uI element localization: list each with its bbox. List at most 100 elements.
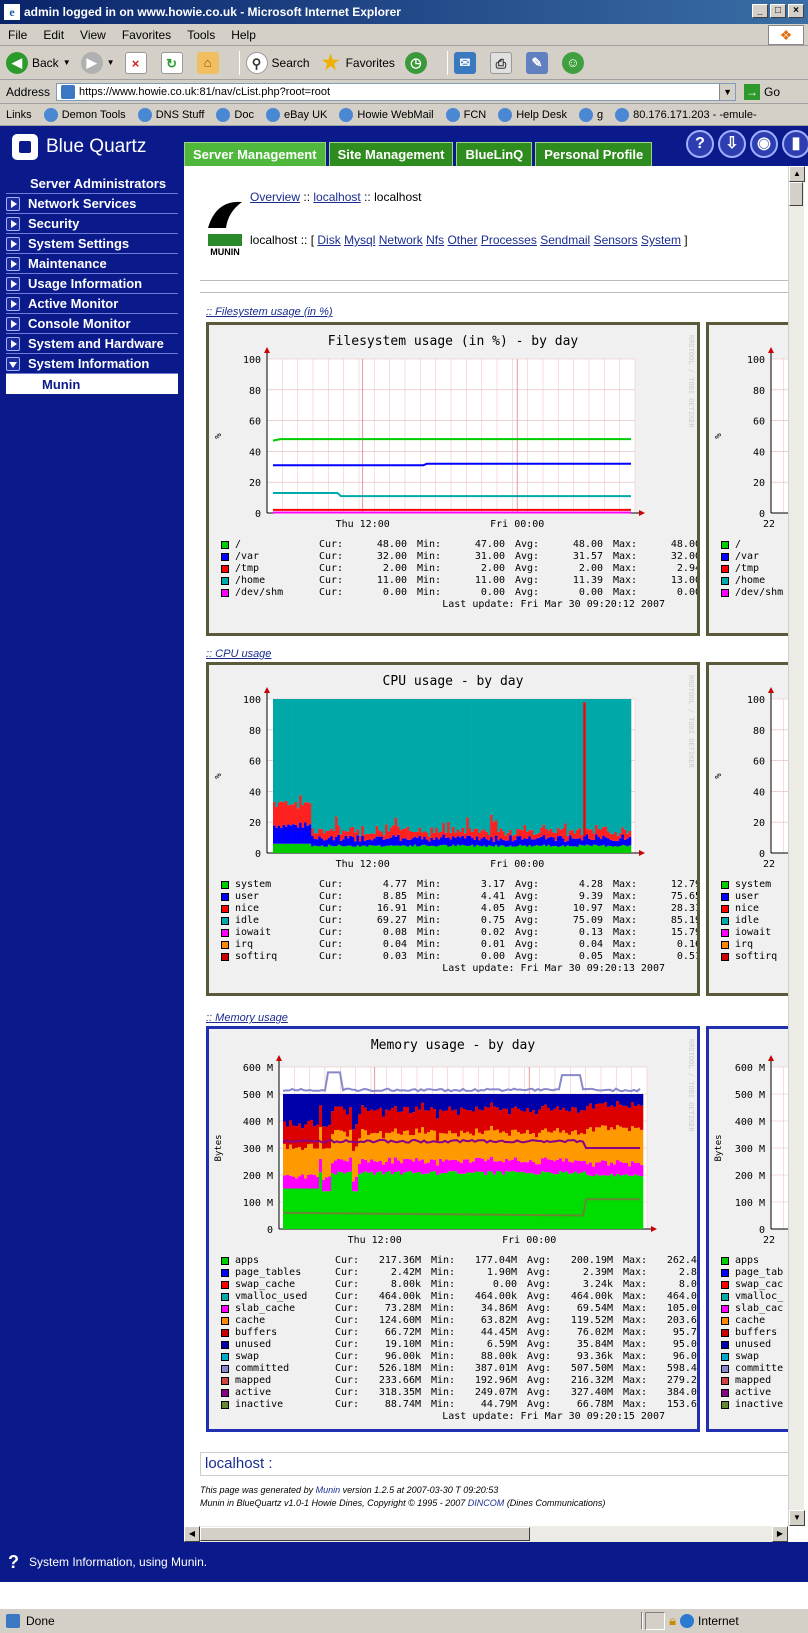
section-title-filesystem[interactable]: :: Filesystem usage (in %) <box>206 306 333 318</box>
sidebar-item-munin[interactable]: Munin <box>6 374 178 394</box>
sidebar-item-security[interactable]: Security <box>6 214 178 234</box>
section-link[interactable]: :: CPU usage <box>206 648 272 660</box>
sidebar-item-console-monitor[interactable]: Console Monitor <box>6 314 178 334</box>
section-link[interactable]: :: Memory usage <box>206 1012 288 1024</box>
category-sensors[interactable]: Sensors <box>593 233 638 247</box>
legend-stat-label: Max: <box>623 1267 648 1278</box>
menu-favorites[interactable]: Favorites <box>121 27 172 42</box>
legend-row: unused <box>719 1339 783 1351</box>
link-item[interactable]: 80.176.171.203 - -emule- <box>615 107 757 122</box>
sidebar-item-usage-information[interactable]: Usage Information <box>6 274 178 294</box>
favorites-button[interactable]: ★ Favorites <box>320 52 395 74</box>
search-button[interactable]: ⚲ Search <box>245 51 310 74</box>
section-link[interactable]: :: Filesystem usage (in %) <box>206 306 333 318</box>
status-text: Done <box>26 1614 55 1628</box>
back-button[interactable]: ◀ Back ▼ <box>6 51 71 74</box>
link-item[interactable]: DNS Stuff <box>137 107 204 122</box>
print-button[interactable]: ⎙ <box>489 51 516 74</box>
legend-swatch <box>721 893 729 901</box>
edit-button[interactable]: ✎ <box>525 51 552 74</box>
sidebar-item-maintenance[interactable]: Maintenance <box>6 254 178 274</box>
home-button[interactable]: ⌂ <box>196 51 223 74</box>
tab-bluelinq[interactable]: BlueLinQ <box>456 142 533 166</box>
link-item[interactable]: g <box>578 107 603 122</box>
footer-host-link[interactable]: localhost <box>205 1455 265 1472</box>
link-item[interactable]: eBay UK <box>265 107 327 122</box>
menu-tools[interactable]: Tools <box>187 27 216 42</box>
tab-site-management[interactable]: Site Management <box>328 142 454 166</box>
info-icon[interactable]: ▮ <box>782 130 808 158</box>
sidebar-item-system-and-hardware[interactable]: System and Hardware <box>6 334 178 354</box>
graph-cpu-week[interactable]: 100 80 60 40 20 0% 22 system user nice idle iowait i… <box>706 662 788 996</box>
tab-server-management[interactable]: Server Management <box>184 142 326 166</box>
sidebar-item-label: Console Monitor <box>28 316 131 331</box>
mail-button[interactable]: ✉ <box>453 51 480 74</box>
graph-cpu-day[interactable]: CPU usage - by day RRDTOOL / TOBI OETIKER… <box>206 662 700 996</box>
dincom-link[interactable]: DINCOM <box>467 1498 505 1508</box>
link-item[interactable]: FCN <box>445 107 486 122</box>
category-nfs[interactable]: Nfs <box>426 233 445 247</box>
forward-button[interactable]: ▶ ▼ <box>80 51 115 74</box>
go-button[interactable]: → Go <box>744 83 780 100</box>
legend-stat-label: Min: <box>417 587 442 598</box>
category-system[interactable]: System <box>640 233 681 247</box>
link-item[interactable]: Demon Tools <box>43 107 126 122</box>
vertical-scroll-thumb[interactable] <box>789 182 803 206</box>
graph-memory-day[interactable]: Memory usage - by day RRDTOOL / TOBI OETI… <box>206 1026 700 1432</box>
graph-memory-week[interactable]: 600 M 500 M 400 M 300 M 200 M 100 M 0 Bytes 22 ap… <box>706 1026 788 1432</box>
back-dropdown-icon[interactable]: ▼ <box>62 58 71 67</box>
category-network[interactable]: Network <box>378 233 423 247</box>
scroll-up-icon[interactable]: ▲ <box>789 166 805 182</box>
link-item[interactable]: Help Desk <box>498 107 567 122</box>
sidebar-item-active-monitor[interactable]: Active Monitor <box>6 294 178 314</box>
menu-help[interactable]: Help <box>231 27 256 42</box>
category-sendmail[interactable]: Sendmail <box>540 233 591 247</box>
tab-personal-profile[interactable]: Personal Profile <box>535 142 653 166</box>
close-button[interactable]: × <box>788 4 804 18</box>
ie-link-icon <box>498 107 513 122</box>
section-title-cpu[interactable]: :: CPU usage <box>206 648 271 660</box>
legend-stat-label: Avg: <box>515 951 540 962</box>
crumb-overview[interactable]: Overview <box>250 190 301 204</box>
menu-file[interactable]: File <box>8 27 28 42</box>
help-icon[interactable]: ? <box>686 130 714 158</box>
logout-icon[interactable]: ⇩ <box>718 130 746 158</box>
vertical-scrollbar[interactable]: ▲ <box>788 166 805 1526</box>
minimize-button[interactable]: _ <box>752 4 768 18</box>
legend-stat-label: Max: <box>613 939 638 950</box>
category-processes[interactable]: Processes <box>480 233 537 247</box>
forward-dropdown-icon[interactable]: ▼ <box>106 58 115 67</box>
history-button[interactable]: ◷ <box>404 51 431 74</box>
messenger-button[interactable]: ☺ <box>561 51 588 74</box>
graph-filesystem-day[interactable]: Filesystem usage (in %) - by day RRDTOOL … <box>206 322 700 636</box>
menu-view[interactable]: View <box>80 27 106 42</box>
menu-edit[interactable]: Edit <box>43 27 65 42</box>
view-icon[interactable]: ◉ <box>750 130 778 158</box>
legend-swatch <box>221 881 229 889</box>
refresh-button[interactable]: ↻ <box>160 51 187 74</box>
sidebar-item-system-information[interactable]: System Information <box>6 354 178 374</box>
category-mysql[interactable]: Mysql <box>344 233 376 247</box>
horizontal-scroll-thumb[interactable] <box>200 1527 530 1541</box>
sidebar-item-network-services[interactable]: Network Services <box>6 194 178 214</box>
crumb-localhost-group[interactable]: localhost <box>313 190 361 204</box>
category-other[interactable]: Other <box>447 233 478 247</box>
link-item[interactable]: Doc <box>216 107 254 122</box>
section-title-memory[interactable]: :: Memory usage <box>206 1012 288 1024</box>
address-dropdown-icon[interactable]: ▼ <box>719 83 736 100</box>
scroll-left-icon[interactable]: ◀ <box>184 1526 200 1542</box>
scroll-down-icon[interactable]: ▼ <box>789 1510 805 1526</box>
category-disk[interactable]: Disk <box>317 233 341 247</box>
status-pane <box>645 1612 666 1630</box>
graph-filesystem-week[interactable]: 100 80 60 40 20 0% 22 //var/tmp/home/dev/shm <box>706 322 788 636</box>
scroll-right-icon[interactable]: ▶ <box>772 1526 788 1542</box>
sidebar-item-server-administrators[interactable]: Server Administrators <box>6 174 178 194</box>
legend-stat-label: Cur: <box>335 1255 360 1266</box>
legend-swatch <box>221 1257 229 1265</box>
munin-link[interactable]: Munin <box>315 1485 341 1495</box>
stop-button[interactable]: × <box>124 51 151 74</box>
sidebar-item-system-settings[interactable]: System Settings <box>6 234 178 254</box>
maximize-button[interactable]: □ <box>770 4 786 18</box>
address-input[interactable]: https://www.howie.co.uk:81/nav/cList.php… <box>56 82 737 101</box>
link-item[interactable]: Howie WebMail <box>339 107 434 122</box>
